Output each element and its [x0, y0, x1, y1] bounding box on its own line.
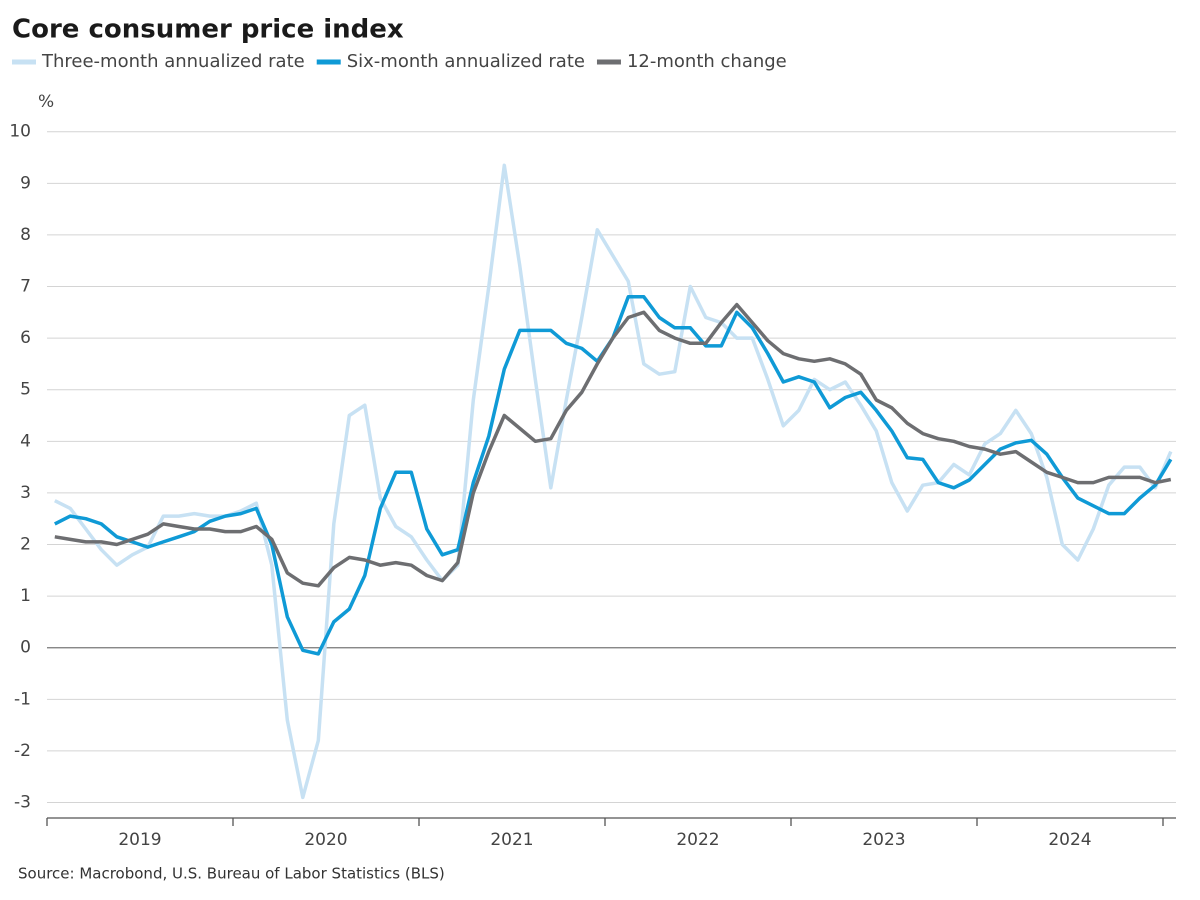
y-tick-label: 5: [20, 380, 31, 400]
series-line: [54, 302, 1172, 588]
y-tick-label: 10: [9, 122, 31, 142]
legend-label: Six-month annualized rate: [347, 51, 585, 72]
legend-label: Three-month annualized rate: [41, 51, 305, 72]
y-tick-label: 7: [20, 277, 31, 297]
x-tick-label: 2022: [676, 830, 719, 850]
y-tick-label: 2: [20, 535, 31, 555]
y-tick-label: 9: [20, 173, 31, 193]
y-tick-label: -3: [14, 793, 31, 813]
x-tick-label: 2021: [490, 830, 533, 850]
source: Source: Macrobond, U.S. Bureau of Labor …: [18, 865, 445, 883]
chart-title: Core consumer price index: [12, 15, 404, 45]
y-tick-label: 4: [20, 431, 31, 451]
y-tick-label: -2: [14, 741, 31, 761]
legend-label: 12-month change: [627, 51, 787, 72]
legend: Three-month annualized rate Six-month ann…: [12, 51, 787, 72]
y-tick-label: 3: [20, 483, 31, 503]
y-tick-label: 0: [20, 638, 31, 658]
y-tick-label: 6: [20, 328, 31, 348]
series-line: [54, 163, 1173, 800]
y-axis-label: %: [38, 92, 54, 112]
x-tick-label: 2023: [862, 830, 905, 850]
x-tick-label: 2024: [1048, 830, 1091, 850]
x-tick-label: 2019: [118, 830, 161, 850]
y-tick-label: -1: [14, 689, 31, 709]
y-tick-label: 1: [20, 586, 31, 606]
x-tick-label: 2020: [304, 830, 347, 850]
y-tick-label: 8: [20, 225, 31, 245]
